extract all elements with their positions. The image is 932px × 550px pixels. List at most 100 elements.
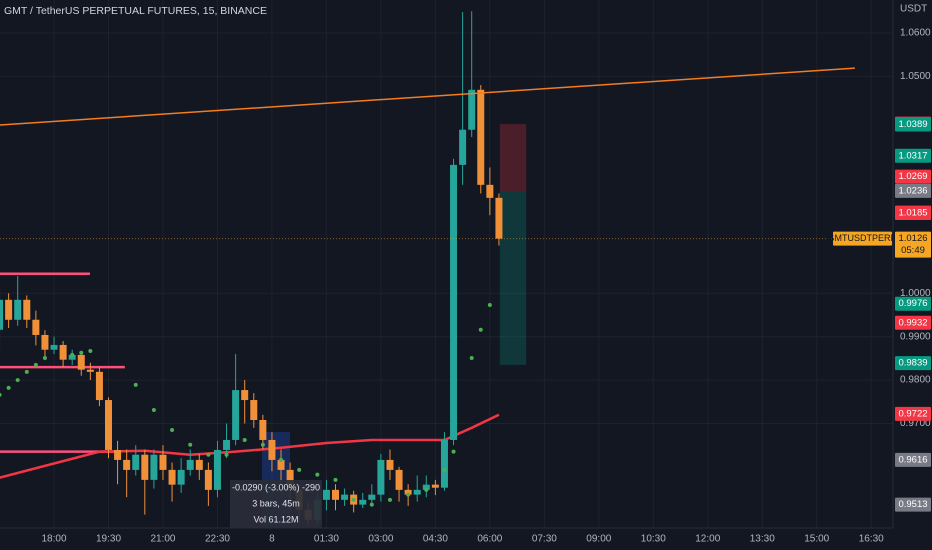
price-tag-box	[895, 206, 931, 221]
candle-body	[395, 469, 403, 490]
measure-tooltip: -0.0290 (-3.00%) -290 3 bars, 45m Vol 61…	[230, 480, 322, 528]
sar-dot	[406, 492, 411, 497]
candle-body	[268, 439, 276, 460]
y-tick-label: 1.0600	[900, 28, 931, 39]
price-tag: 1.0126	[898, 233, 927, 244]
candle-body	[486, 184, 494, 198]
price-tag: 1.0269	[898, 171, 927, 182]
candle-body	[223, 439, 231, 450]
price-tag-box	[895, 452, 931, 467]
countdown: 05:49	[901, 245, 925, 256]
tooltip-change: -0.0290 (-3.00%) -290	[232, 482, 320, 492]
sar-dot	[424, 487, 429, 492]
candle-body	[195, 459, 203, 470]
sar-dot	[15, 378, 20, 383]
candle-body	[105, 400, 113, 450]
x-tick-label: 18:00	[42, 534, 67, 545]
candle-body	[259, 420, 267, 440]
x-tick-label: 09:00	[586, 534, 611, 545]
price-tag: 0.9932	[898, 317, 927, 328]
price-tag-box	[895, 183, 931, 198]
candle-body	[0, 299, 4, 330]
price-tag-box	[895, 148, 931, 163]
candle-body	[368, 494, 376, 500]
y-tick-label: 0.9800	[900, 375, 931, 386]
sar-dot	[297, 467, 302, 472]
sar-dot	[188, 442, 193, 447]
candle-body	[5, 299, 13, 320]
sar-dot	[469, 355, 474, 360]
price-axis: 1.0600 1.0500 1.0000 0.9900 0.9800 0.9700 1.03…	[827, 28, 931, 512]
candle-body	[50, 344, 58, 350]
candle-body	[422, 484, 430, 490]
x-tick-label: 04:30	[423, 534, 448, 545]
x-tick-label: 16:30	[859, 534, 884, 545]
candle-body	[431, 484, 439, 488]
x-tick-label: 12:00	[695, 534, 720, 545]
y-tick-label: 1.0500	[900, 71, 931, 82]
candle-body	[95, 371, 103, 401]
candle-body	[413, 489, 421, 495]
candle-body	[77, 354, 85, 370]
price-tag-box	[895, 169, 931, 184]
price-tag: 1.0236	[898, 185, 927, 196]
chart-title: GMT / TetherUS PERPETUAL FUTURES, 15, BI…	[4, 5, 267, 17]
price-tag: 0.9513	[898, 499, 927, 510]
candle-body	[150, 454, 158, 480]
sar-dot	[206, 452, 211, 457]
symbol-tag: GMTUSDTPERP	[827, 233, 896, 243]
candle-body	[123, 459, 131, 470]
price-tag: 1.0185	[898, 208, 927, 219]
sar-dot	[315, 472, 320, 477]
tooltip-bars: 3 bars, 45m	[252, 498, 300, 508]
candle-body	[32, 319, 40, 335]
sar-dot	[369, 502, 374, 507]
candle-body	[114, 449, 122, 460]
sar-dot	[0, 392, 2, 397]
x-tick-label: 15:00	[804, 534, 829, 545]
target-zone	[499, 191, 527, 365]
price-tag: 0.9722	[898, 408, 927, 419]
sar-dot	[260, 442, 265, 447]
sar-dot	[151, 408, 156, 413]
candle-body	[277, 459, 285, 470]
candle-body	[386, 459, 394, 470]
currency-label: USDT	[900, 4, 927, 15]
price-tag-box	[895, 117, 931, 132]
candle-body	[14, 299, 22, 320]
price-tag-box	[895, 296, 931, 311]
candle-body	[59, 344, 67, 360]
y-tick-label: 1.0000	[900, 288, 931, 299]
sar-dot	[442, 467, 447, 472]
tooltip-box	[230, 480, 322, 528]
x-tick-label: 07:30	[532, 534, 557, 545]
candle-body	[68, 354, 76, 360]
candle-body	[177, 469, 185, 485]
candle-body	[377, 459, 385, 495]
x-tick-label: 13:30	[750, 534, 775, 545]
sar-dot	[33, 362, 38, 367]
x-tick-label: 8	[269, 534, 275, 545]
price-tag: 0.9976	[898, 298, 927, 309]
candle-body	[168, 469, 176, 485]
x-tick-label: 10:30	[641, 534, 666, 545]
stop-zone	[499, 124, 527, 192]
sar-dot	[42, 355, 47, 360]
sar-dot	[333, 477, 338, 482]
candle-body	[459, 129, 467, 165]
x-tick-label: 21:00	[150, 534, 175, 545]
y-tick-label: 0.9900	[900, 331, 931, 342]
candle-body	[286, 469, 294, 490]
candle-body	[331, 489, 339, 500]
y-tick-label: 0.9700	[900, 418, 931, 429]
candle-body	[132, 454, 140, 470]
symbol-tag-box	[833, 231, 892, 246]
sar-dot	[170, 427, 175, 432]
price-tag-box	[895, 497, 931, 512]
sar-dot	[478, 327, 483, 332]
sar-dot	[88, 349, 93, 354]
price-tag-box	[895, 315, 931, 330]
